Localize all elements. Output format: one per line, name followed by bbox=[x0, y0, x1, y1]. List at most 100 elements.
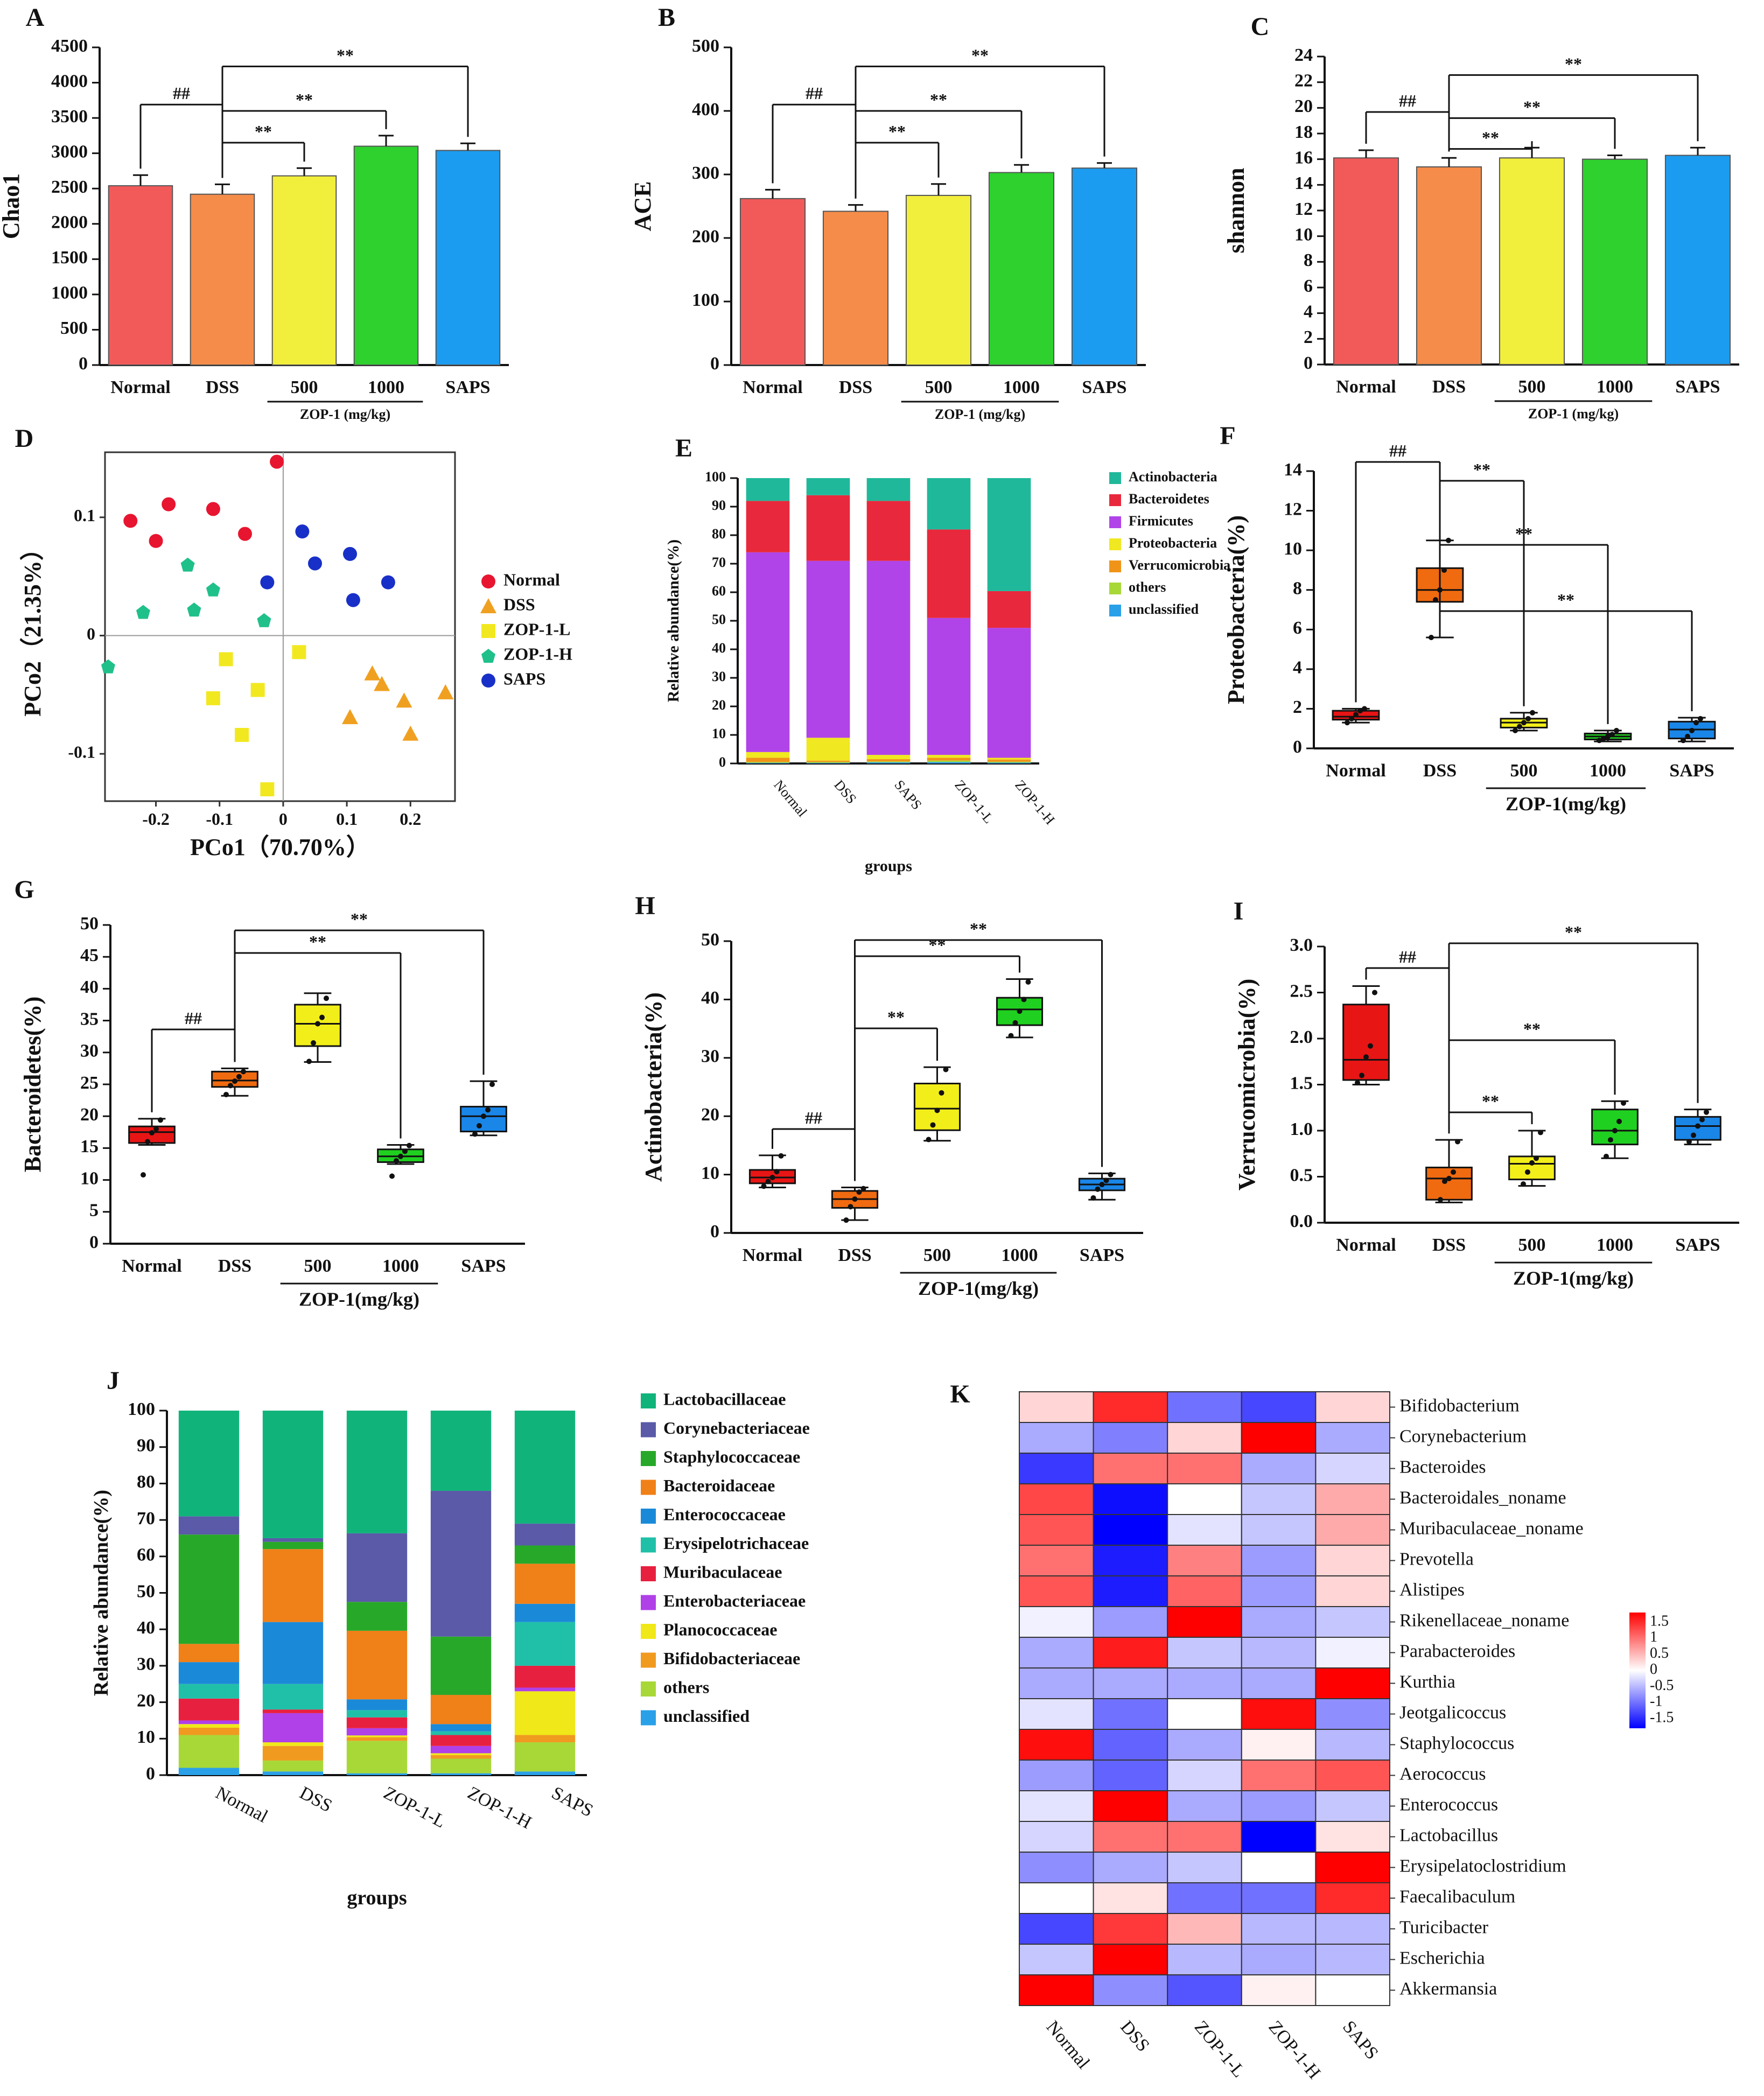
stack-E-segment bbox=[927, 760, 971, 762]
box-point bbox=[153, 1126, 159, 1132]
pcoa-point-Normal bbox=[238, 527, 252, 541]
legend-swatch bbox=[641, 1624, 656, 1639]
stack-J-segment bbox=[262, 1411, 324, 1538]
box-G-ytick-label: 20 bbox=[80, 1105, 99, 1125]
panel-G: G 0 5 10 15 20 25 30 35 40 45 50 Bacteroidetes(%) Nor… bbox=[14, 875, 525, 1310]
box-point bbox=[1521, 1181, 1526, 1187]
legend-swatch bbox=[641, 1509, 656, 1524]
heat-col-label: SAPS bbox=[1339, 2017, 1382, 2063]
heat-cell bbox=[1241, 1821, 1317, 1853]
sig-label: ** bbox=[296, 90, 313, 109]
heat-cell bbox=[1241, 1882, 1317, 1914]
legend-swatch bbox=[1109, 605, 1121, 616]
box-G-xlabel: 500 bbox=[304, 1256, 332, 1276]
legend-swatch bbox=[1109, 472, 1121, 484]
legend-swatch bbox=[641, 1681, 656, 1697]
bar-B-ytick-label: 300 bbox=[692, 163, 719, 183]
heat-cell bbox=[1093, 1913, 1168, 1945]
stack-E-segment bbox=[746, 552, 790, 752]
box-point bbox=[1349, 716, 1354, 721]
legend-label: others bbox=[1129, 579, 1166, 595]
panel-label-J: J bbox=[107, 1366, 120, 1395]
box-G-ytick-label: 50 bbox=[80, 914, 99, 934]
stack-J-segment bbox=[430, 1753, 492, 1755]
legend-label: Lactobacillaceae bbox=[663, 1389, 786, 1408]
stack-J-xlabel: ZOP-1-H bbox=[464, 1783, 535, 1833]
stack-J-segment bbox=[430, 1411, 492, 1491]
box-point bbox=[241, 1069, 246, 1075]
stack-J-ylabel: Relative abundance(%) bbox=[90, 1490, 113, 1696]
box-point bbox=[1525, 716, 1531, 721]
bar-A-xlabel: SAPS bbox=[445, 377, 490, 397]
heat-row-label: Prevotella bbox=[1399, 1549, 1474, 1569]
stack-E-ytick-label: 90 bbox=[712, 497, 726, 513]
box-H-ytick-label: 0 bbox=[710, 1222, 719, 1242]
box-point bbox=[489, 1082, 495, 1087]
sig-label: ## bbox=[1399, 947, 1416, 966]
box-point bbox=[1614, 727, 1619, 733]
box-point bbox=[1357, 708, 1363, 714]
stack-J-ytick-label: 60 bbox=[137, 1545, 155, 1565]
box-point bbox=[1529, 1160, 1535, 1166]
bar-A-ytick-label: 4000 bbox=[51, 71, 88, 91]
pcoa-point-DSS bbox=[342, 709, 358, 725]
heat-cell bbox=[1093, 1637, 1168, 1669]
box-point bbox=[1108, 1172, 1114, 1177]
box-F-xlabel: DSS bbox=[1423, 761, 1457, 781]
sig-label: ** bbox=[888, 122, 906, 141]
sig-label: ** bbox=[337, 45, 354, 65]
heat-cell bbox=[1093, 1698, 1168, 1730]
heat-cell bbox=[1019, 1422, 1094, 1454]
panel-label-A: A bbox=[26, 3, 45, 32]
stack-J-xlabel: DSS bbox=[296, 1783, 335, 1816]
box-H-xlabel: 500 bbox=[923, 1245, 951, 1265]
heat-row-label: Akkermansia bbox=[1399, 1979, 1497, 1999]
box-point bbox=[860, 1186, 866, 1191]
pcoa-ylabel: PCo2（21.35%） bbox=[19, 537, 46, 717]
box-point bbox=[856, 1189, 862, 1195]
box-point bbox=[1372, 990, 1377, 996]
heat-cell bbox=[1019, 1391, 1094, 1423]
pcoa-xtick-label: 0.2 bbox=[400, 809, 421, 829]
bar-B-ytick-label: 400 bbox=[692, 100, 719, 120]
heat-row-label: Escherichia bbox=[1399, 1948, 1485, 1968]
box-point bbox=[943, 1067, 949, 1072]
heat-cell bbox=[1167, 1821, 1242, 1853]
stack-J-segment bbox=[430, 1490, 492, 1637]
colorbar-tick-label: -1.5 bbox=[1650, 1709, 1674, 1726]
pcoa-xlabel: PCo1（70.70%） bbox=[190, 834, 370, 860]
stack-J-ytick-label: 80 bbox=[137, 1472, 155, 1492]
stack-J-segment bbox=[346, 1735, 408, 1737]
bar-A-ytick-label: 1000 bbox=[51, 283, 88, 303]
panel-label-E: E bbox=[675, 434, 692, 462]
heat-row-label: Kurthia bbox=[1399, 1672, 1455, 1692]
box-F-xlabel: Normal bbox=[1326, 761, 1385, 781]
sig-label: ** bbox=[1482, 1091, 1499, 1111]
pcoa-point-Normal bbox=[123, 514, 138, 528]
box-point bbox=[774, 1169, 780, 1175]
heat-cell bbox=[1315, 1821, 1390, 1853]
box-G-xlabel: 1000 bbox=[382, 1256, 419, 1276]
stack-J-segment bbox=[178, 1768, 240, 1775]
heat-cell bbox=[1019, 1667, 1094, 1699]
box-I-xlabel: Normal bbox=[1336, 1235, 1396, 1255]
stack-J-segment bbox=[346, 1602, 408, 1631]
stack-J-segment bbox=[346, 1773, 408, 1775]
box-point bbox=[472, 1131, 478, 1137]
legend-label: unclassified bbox=[1129, 601, 1199, 617]
box-point bbox=[1517, 724, 1522, 730]
heat-cell bbox=[1241, 1453, 1317, 1484]
box-point bbox=[1704, 1109, 1709, 1115]
stack-E-xlabel: Normal bbox=[771, 777, 810, 819]
pcoa-legend-label: ZOP-1-L bbox=[503, 619, 570, 639]
box-F-xlabel: 1000 bbox=[1590, 761, 1626, 781]
box-I-Normal bbox=[1342, 1004, 1390, 1081]
box-point bbox=[311, 1040, 316, 1046]
heat-cell bbox=[1241, 1698, 1317, 1730]
stack-J-ytick-label: 100 bbox=[128, 1399, 155, 1419]
stack-J-segment bbox=[514, 1545, 576, 1564]
bar-A-ytick-label: 3000 bbox=[51, 142, 88, 162]
box-point bbox=[1608, 1137, 1613, 1143]
heat-row-label: Turicibacter bbox=[1399, 1917, 1489, 1937]
